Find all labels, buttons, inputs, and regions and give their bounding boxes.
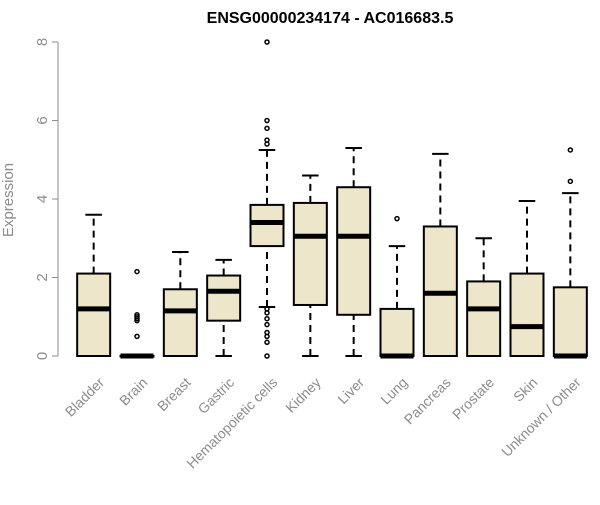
y-tick-label: 0	[34, 352, 51, 360]
outlier-point	[567, 147, 574, 153]
x-tick-label: Unknown / Other	[498, 374, 584, 460]
outlier-point	[264, 39, 270, 45]
outlier-point	[264, 321, 270, 328]
outlier-point	[264, 333, 270, 340]
outlier-point	[134, 317, 140, 324]
box-gastric	[206, 258, 242, 357]
box-hematopoietic-cells	[249, 39, 285, 359]
box-body	[552, 286, 588, 357]
outlier-point	[134, 315, 140, 322]
outlier-point	[264, 310, 270, 316]
outlier-point	[394, 215, 400, 222]
x-tick-label: Prostate	[449, 374, 497, 422]
box-lung	[379, 215, 415, 359]
outlier-point	[134, 268, 140, 275]
box-kidney	[292, 174, 328, 357]
y-axis: 0 2 4 6 8	[34, 38, 59, 360]
outlier-point	[264, 117, 270, 124]
box-liver	[336, 146, 372, 357]
box-body	[76, 272, 112, 358]
x-tick-label: Breast	[154, 374, 194, 414]
box-body	[379, 307, 415, 357]
box-brain	[119, 268, 155, 359]
outlier-point	[264, 339, 270, 346]
outlier-point	[567, 178, 574, 185]
box-body	[206, 274, 242, 322]
y-tick-label: 2	[34, 273, 51, 281]
box-breast	[162, 250, 198, 357]
box-skin	[509, 199, 545, 358]
x-tick-label: Kidney	[282, 374, 324, 416]
outlier-point	[264, 141, 270, 147]
box-bladder	[76, 213, 112, 358]
x-tick-label: Brain	[116, 374, 150, 408]
box-pancreas	[422, 152, 458, 357]
box-body	[292, 201, 328, 306]
x-tick-label: Gastric	[194, 374, 237, 417]
outlier-point	[264, 353, 270, 359]
box-body	[249, 203, 285, 248]
x-tick-label: Pancreas	[401, 374, 454, 427]
box-prostate	[466, 237, 502, 357]
box-body	[509, 272, 545, 358]
x-tick-label: Skin	[510, 374, 541, 405]
outlier-point	[264, 125, 270, 132]
box-body	[466, 280, 502, 357]
outlier-point	[264, 315, 270, 322]
box-body	[336, 186, 372, 316]
box-series	[76, 39, 588, 359]
box-unknown-other	[552, 147, 588, 359]
outlier-point	[134, 333, 140, 340]
box-body	[162, 288, 198, 357]
x-tick-label: Liver	[334, 374, 367, 407]
y-tick-label: 6	[34, 116, 51, 124]
y-tick-label: 8	[34, 38, 51, 46]
y-axis-label: Expression	[0, 163, 17, 237]
y-tick-label: 4	[34, 195, 51, 203]
chart-title: ENSG00000234174 - AC016683.5	[207, 10, 454, 27]
x-tick-label: Lung	[377, 374, 410, 407]
x-tick-label: Bladder	[62, 374, 108, 420]
